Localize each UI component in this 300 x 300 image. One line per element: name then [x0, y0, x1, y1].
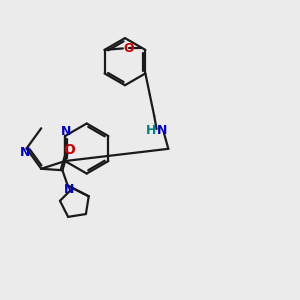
Text: N: N [61, 125, 71, 138]
Text: O: O [124, 42, 134, 55]
Text: N: N [20, 146, 30, 159]
Text: N: N [157, 124, 167, 137]
Text: H: H [146, 124, 156, 137]
Text: O: O [63, 142, 75, 157]
Text: N: N [64, 183, 74, 196]
